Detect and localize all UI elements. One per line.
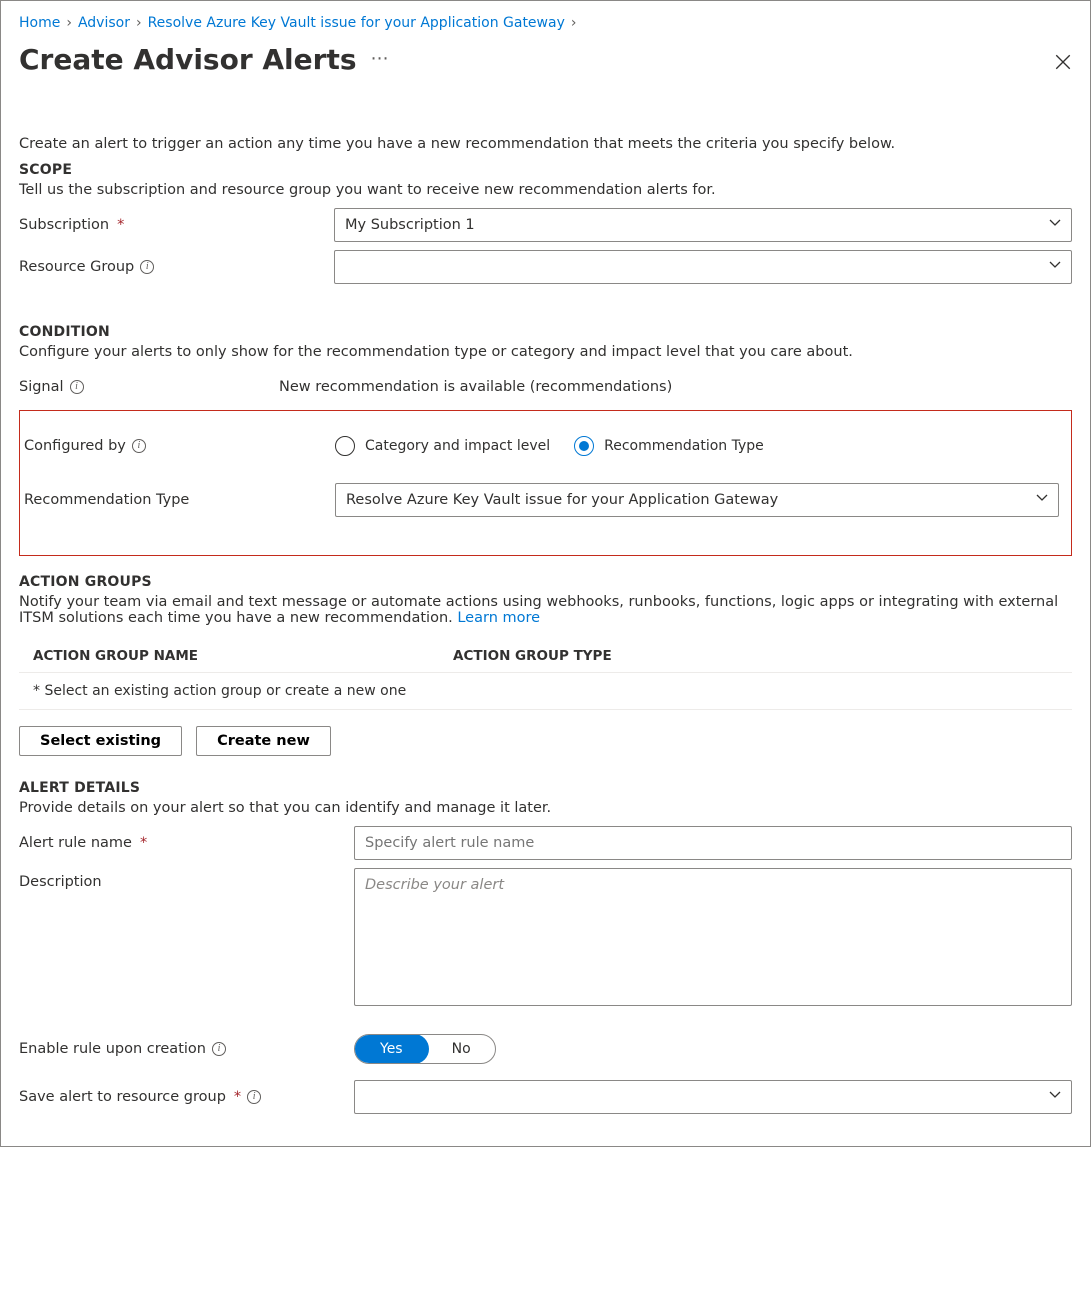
chevron-down-icon: [1049, 1089, 1061, 1105]
more-icon[interactable]: ⋯: [371, 48, 390, 69]
action-groups-table-header: ACTION GROUP NAME ACTION GROUP TYPE: [19, 636, 1072, 673]
recommendation-type-select[interactable]: Resolve Azure Key Vault issue for your A…: [335, 483, 1059, 517]
condition-desc: Configure your alerts to only show for t…: [19, 344, 1072, 360]
required-icon: *: [140, 835, 147, 851]
toggle-yes[interactable]: Yes: [354, 1034, 429, 1064]
description-input[interactable]: [354, 868, 1072, 1006]
radio-category-label: Category and impact level: [365, 438, 550, 454]
action-groups-desc: Notify your team via email and text mess…: [19, 594, 1072, 626]
chevron-right-icon: ›: [66, 15, 72, 31]
recommendation-type-value: Resolve Azure Key Vault issue for your A…: [346, 492, 778, 508]
col-action-group-type: ACTION GROUP TYPE: [453, 648, 612, 664]
info-icon[interactable]: i: [212, 1042, 226, 1056]
alert-details-desc: Provide details on your alert so that yo…: [19, 800, 1072, 816]
enable-rule-toggle[interactable]: Yes No: [354, 1034, 496, 1064]
recommendation-type-label: Recommendation Type: [24, 492, 189, 508]
radio-recommendation-type[interactable]: Recommendation Type: [574, 436, 764, 456]
breadcrumb: Home › Advisor › Resolve Azure Key Vault…: [19, 15, 1072, 31]
resource-group-label: Resource Group: [19, 259, 134, 275]
learn-more-link[interactable]: Learn more: [457, 610, 540, 626]
required-icon: *: [234, 1089, 241, 1105]
chevron-down-icon: [1049, 259, 1061, 275]
signal-value: New recommendation is available (recomme…: [279, 379, 672, 395]
chevron-down-icon: [1036, 492, 1048, 508]
create-new-button[interactable]: Create new: [196, 726, 331, 756]
chevron-right-icon: ›: [571, 15, 577, 31]
info-icon[interactable]: i: [247, 1090, 261, 1104]
breadcrumb-advisor[interactable]: Advisor: [78, 15, 130, 31]
page-title: Create Advisor Alerts: [19, 43, 357, 76]
enable-rule-label: Enable rule upon creation: [19, 1041, 206, 1057]
subscription-value: My Subscription 1: [345, 217, 475, 233]
save-to-rg-label: Save alert to resource group: [19, 1089, 226, 1105]
info-icon[interactable]: i: [140, 260, 154, 274]
action-groups-empty-row: * Select an existing action group or cre…: [19, 673, 1072, 710]
alert-details-heading: ALERT DETAILS: [19, 780, 1072, 796]
resource-group-select[interactable]: [334, 250, 1072, 284]
breadcrumb-home[interactable]: Home: [19, 15, 60, 31]
scope-heading: SCOPE: [19, 162, 1072, 178]
info-icon[interactable]: i: [70, 380, 84, 394]
toggle-no[interactable]: No: [428, 1035, 495, 1063]
condition-heading: CONDITION: [19, 324, 1072, 340]
alert-rule-name-label: Alert rule name: [19, 835, 132, 851]
radio-category-impact[interactable]: Category and impact level: [335, 436, 550, 456]
chevron-down-icon: [1049, 217, 1061, 233]
info-icon[interactable]: i: [132, 439, 146, 453]
col-action-group-name: ACTION GROUP NAME: [33, 648, 453, 664]
intro-text: Create an alert to trigger an action any…: [19, 136, 1072, 152]
subscription-select[interactable]: My Subscription 1: [334, 208, 1072, 242]
condition-highlight-box: Configured by i Category and impact leve…: [19, 410, 1072, 556]
select-existing-button[interactable]: Select existing: [19, 726, 182, 756]
action-groups-heading: ACTION GROUPS: [19, 574, 1072, 590]
description-label: Description: [19, 874, 102, 890]
scope-desc: Tell us the subscription and resource gr…: [19, 182, 1072, 198]
alert-rule-name-input[interactable]: [354, 826, 1072, 860]
required-icon: *: [117, 217, 124, 233]
chevron-right-icon: ›: [136, 15, 142, 31]
configured-by-label: Configured by: [24, 438, 126, 454]
subscription-label: Subscription: [19, 217, 109, 233]
save-to-rg-select[interactable]: [354, 1080, 1072, 1114]
radio-type-label: Recommendation Type: [604, 438, 764, 454]
signal-label: Signal: [19, 379, 64, 395]
close-icon[interactable]: [1054, 53, 1072, 75]
breadcrumb-recommendation[interactable]: Resolve Azure Key Vault issue for your A…: [148, 15, 565, 31]
